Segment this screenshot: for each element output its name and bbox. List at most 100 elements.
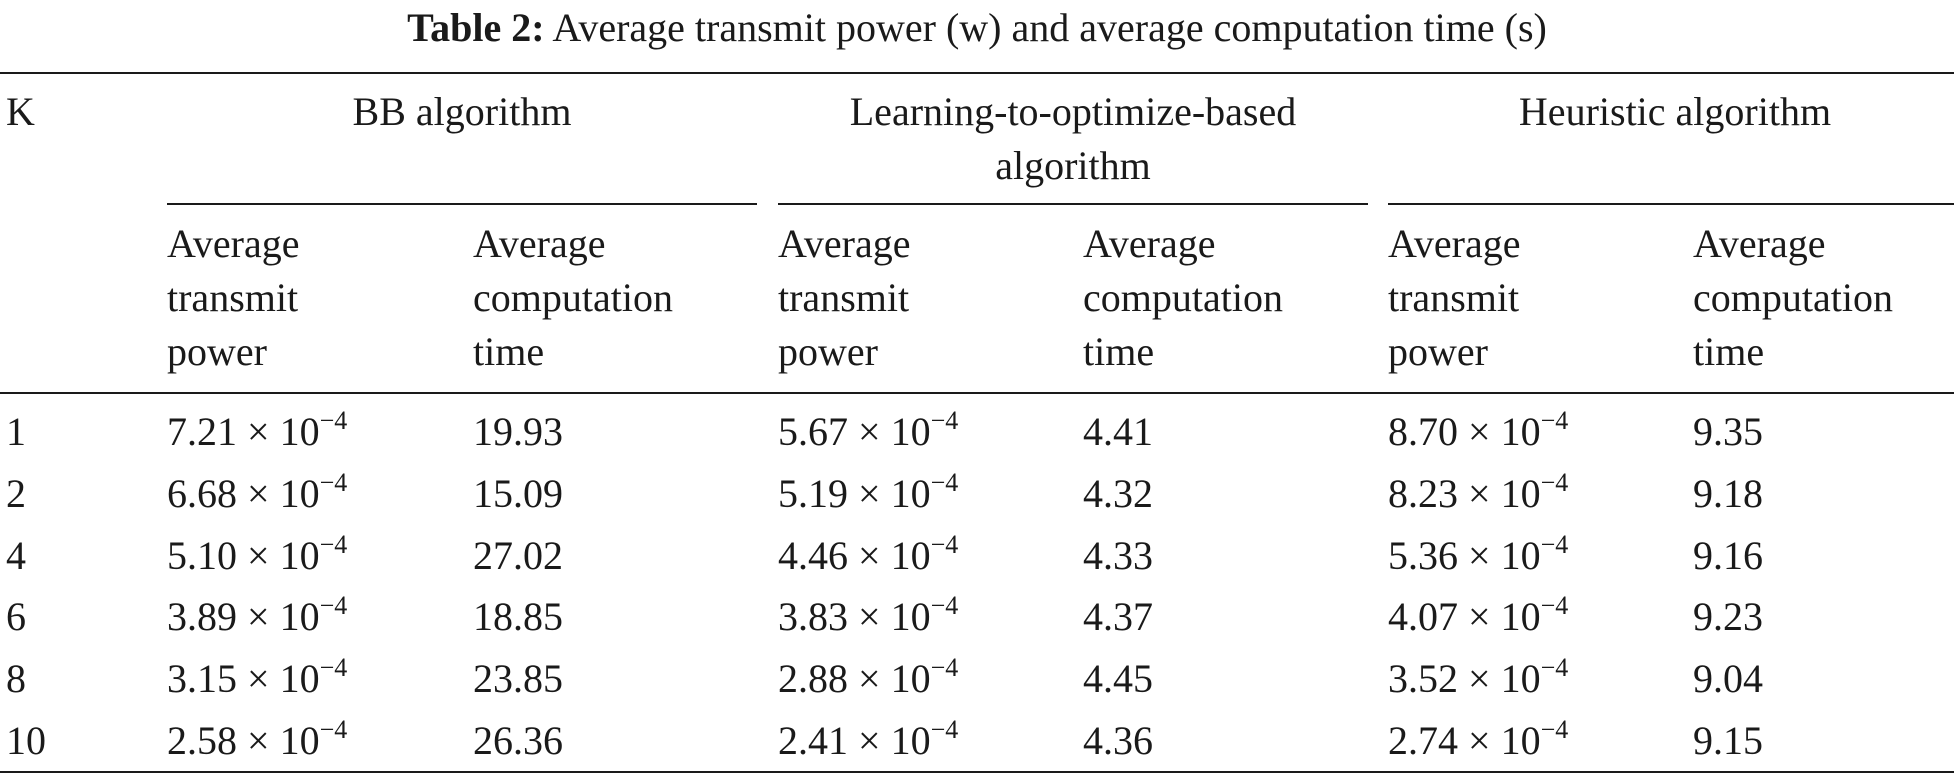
power-mantissa: 2.88 [778,656,848,701]
exp-base: 10 [1500,533,1541,578]
time-cell: 4.45 [1083,656,1153,701]
subheader-line: computation [1083,275,1283,320]
table-caption: Table 2: Average transmit power (w) and … [0,2,1954,54]
exp-base: 10 [279,533,320,578]
exponent: −4 [1540,591,1569,620]
subheader-line: Average [1388,221,1521,266]
table-row: 2 6.68 × 10−4 15.09 5.19 × 10−4 4.32 8.23 × 10−4 9.1… [0,467,1954,529]
group-rule-heuristic [1388,203,1954,205]
k-cell: 6 [6,594,26,639]
power-cell: 8.23 × 10−4 [1388,467,1568,526]
power-cell: 3.83 × 10−4 [778,590,958,649]
k-cell: 2 [6,471,26,516]
times-sign: × [1468,471,1491,516]
table-row: 8 3.15 × 10−4 23.85 2.88 × 10−4 4.45 3.52 × 10−4 9.0… [0,652,1954,714]
time-cell: 9.18 [1693,471,1763,516]
time-cell: 23.85 [473,656,563,701]
caption-text: Average transmit power (w) and average c… [552,5,1547,50]
exp-base: 10 [1500,409,1541,454]
subheader-bb-time: Average computation time [473,217,773,379]
exponent: −4 [319,591,348,620]
exponent: −4 [930,468,959,497]
times-sign: × [247,656,270,701]
power-mantissa: 4.46 [778,533,848,578]
exponent: −4 [319,715,348,744]
power-mantissa: 3.89 [167,594,237,639]
power-mantissa: 3.52 [1388,656,1458,701]
power-cell: 4.07 × 10−4 [1388,590,1568,649]
times-sign: × [247,594,270,639]
power-mantissa: 2.58 [167,718,237,763]
subheader-l2o-power: Average transmit power [778,217,1078,379]
exp-base: 10 [1500,718,1541,763]
exp-base: 10 [279,718,320,763]
power-mantissa: 2.74 [1388,718,1458,763]
exponent: −4 [930,530,959,559]
power-cell: 3.89 × 10−4 [167,590,347,649]
time-cell: 27.02 [473,533,563,578]
power-mantissa: 6.68 [167,471,237,516]
time-cell: 19.93 [473,409,563,454]
times-sign: × [858,656,881,701]
power-mantissa: 8.23 [1388,471,1458,516]
group-rule-l2o [778,203,1368,205]
power-cell: 4.46 × 10−4 [778,529,958,588]
exp-base: 10 [890,718,931,763]
exponent: −4 [319,530,348,559]
header-rule [0,392,1954,394]
exponent: −4 [1540,715,1569,744]
subheader-line: power [778,329,878,374]
time-cell: 26.36 [473,718,563,763]
exponent: −4 [930,591,959,620]
subheader-heuristic-time: Average computation time [1693,217,1954,379]
power-mantissa: 5.19 [778,471,848,516]
group-header-heuristic: Heuristic algorithm [1518,89,1832,134]
bottom-rule [0,771,1954,773]
time-cell: 4.33 [1083,533,1153,578]
time-cell: 9.35 [1693,409,1763,454]
times-sign: × [247,471,270,516]
power-cell: 5.19 × 10−4 [778,467,958,526]
caption-label: Table 2: [407,5,545,50]
group-header-bb: BB algorithm [352,89,572,134]
subheader-line: transmit [167,275,299,320]
exp-base: 10 [890,594,931,639]
times-sign: × [1468,533,1491,578]
group-rule-bb [167,203,757,205]
subheader-line: transmit [778,275,910,320]
power-mantissa: 3.83 [778,594,848,639]
subheader-line: Average [473,221,606,266]
time-cell: 4.37 [1083,594,1153,639]
subheader-line: Average [1083,221,1216,266]
exp-base: 10 [279,656,320,701]
power-cell: 2.88 × 10−4 [778,652,958,711]
subheader-line: power [1388,329,1488,374]
k-cell: 10 [6,718,46,763]
exponent: −4 [319,653,348,682]
time-cell: 18.85 [473,594,563,639]
times-sign: × [247,533,270,578]
k-cell: 1 [6,409,26,454]
times-sign: × [858,594,881,639]
exp-base: 10 [1500,656,1541,701]
times-sign: × [1468,409,1491,454]
times-sign: × [858,471,881,516]
times-sign: × [247,409,270,454]
time-cell: 15.09 [473,471,563,516]
top-rule [0,72,1954,74]
power-cell: 5.67 × 10−4 [778,405,958,464]
power-mantissa: 2.41 [778,718,848,763]
subheader-bb-power: Average transmit power [167,217,467,379]
k-cell: 8 [6,656,26,701]
exp-base: 10 [1500,471,1541,516]
times-sign: × [247,718,270,763]
power-cell: 2.41 × 10−4 [778,714,958,773]
power-cell: 5.10 × 10−4 [167,529,347,588]
table-row: 4 5.10 × 10−4 27.02 4.46 × 10−4 4.33 5.36 × 10−4 9.1… [0,529,1954,591]
exp-base: 10 [890,409,931,454]
subheader-heuristic-power: Average transmit power [1388,217,1688,379]
table-row: 1 7.21 × 10−4 19.93 5.67 × 10−4 4.41 8.70 × 10−4 9.3… [0,405,1954,467]
power-cell: 7.21 × 10−4 [167,405,347,464]
time-cell: 9.16 [1693,533,1763,578]
times-sign: × [1468,656,1491,701]
